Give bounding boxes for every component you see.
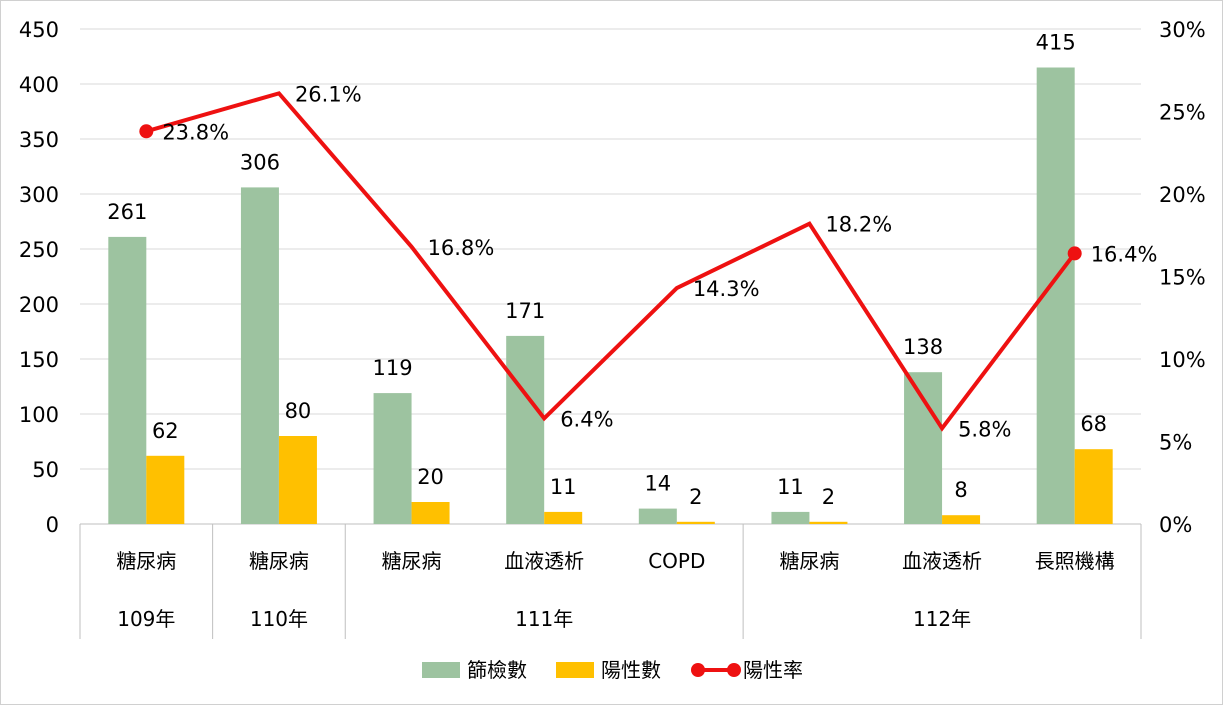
positive-rate-label: 6.4% xyxy=(560,407,613,431)
y-left-tick-label: 300 xyxy=(19,183,59,207)
legend-swatch-screening xyxy=(422,662,460,678)
bar-positive-count xyxy=(676,521,715,524)
legend-swatch-rate-marker xyxy=(691,663,705,677)
bar-screening-count xyxy=(240,187,279,524)
bar-positive-count xyxy=(278,436,317,524)
x-group-label: 111年 xyxy=(515,607,573,631)
y-left-tick-label: 50 xyxy=(32,458,59,482)
bar-positive-count xyxy=(809,521,848,524)
bar-screening-value-label: 261 xyxy=(107,200,147,224)
positive-rate-label: 26.1% xyxy=(295,82,362,106)
y-right-tick-label: 0% xyxy=(1159,513,1192,537)
x-category-label: 糖尿病 xyxy=(779,549,839,573)
positive-rate-label: 18.2% xyxy=(825,213,892,237)
x-category-label: 糖尿病 xyxy=(116,549,176,573)
bar-positive-value-label: 2 xyxy=(689,485,702,509)
legend-swatch-rate-marker xyxy=(727,663,741,677)
legend-label-rate: 陽性率 xyxy=(743,658,803,682)
bar-screening-value-label: 171 xyxy=(505,299,545,323)
y-right-tick-label: 15% xyxy=(1159,266,1206,290)
x-category-label: COPD xyxy=(648,549,705,573)
bar-positive-count xyxy=(146,455,185,524)
bar-screening-count xyxy=(373,393,412,524)
bar-positive-count xyxy=(942,515,981,524)
bar-positive-value-label: 20 xyxy=(417,465,444,489)
y-left-tick-label: 250 xyxy=(19,238,59,262)
positive-rate-marker xyxy=(139,124,154,139)
x-category-label: 血液透析 xyxy=(504,549,584,573)
y-left-tick-label: 400 xyxy=(19,73,59,97)
x-group-label: 112年 xyxy=(913,607,971,631)
bar-positive-value-label: 68 xyxy=(1080,412,1107,436)
legend-label-positive: 陽性數 xyxy=(601,658,661,682)
x-category-label: 血液透析 xyxy=(902,549,982,573)
x-group-label: 110年 xyxy=(250,607,308,631)
y-left-tick-label: 350 xyxy=(19,128,59,152)
x-category-label: 糖尿病 xyxy=(249,549,309,573)
bar-screening-value-label: 119 xyxy=(373,356,413,380)
x-category-label: 長照機構 xyxy=(1035,549,1115,573)
y-left-tick-label: 0 xyxy=(46,513,59,537)
y-left-tick-label: 450 xyxy=(19,18,59,42)
bar-positive-value-label: 2 xyxy=(822,485,835,509)
bar-positive-value-label: 8 xyxy=(954,478,967,502)
bar-screening-value-label: 415 xyxy=(1036,31,1076,55)
positive-rate-label: 5.8% xyxy=(958,417,1011,441)
bar-positive-count xyxy=(411,502,450,524)
y-right-tick-label: 20% xyxy=(1159,183,1206,207)
positive-rate-label: 16.8% xyxy=(428,236,495,260)
y-left-tick-label: 200 xyxy=(19,293,59,317)
positive-rate-line xyxy=(145,91,1077,432)
y-right-tick-label: 10% xyxy=(1159,348,1206,372)
y-right-tick-label: 5% xyxy=(1159,431,1192,455)
bar-screening-count xyxy=(506,335,545,524)
legend-label-screening: 篩檢數 xyxy=(467,658,527,682)
bar-positive-value-label: 11 xyxy=(550,475,577,499)
bar-screening-count xyxy=(108,236,147,524)
bar-screening-value-label: 306 xyxy=(240,150,280,174)
bar-screening-count xyxy=(638,508,677,524)
x-group-label: 109年 xyxy=(117,607,175,631)
bar-positive-value-label: 62 xyxy=(152,419,179,443)
y-right-tick-label: 30% xyxy=(1159,18,1206,42)
bar-positive-count xyxy=(1074,449,1113,524)
positive-rate-marker xyxy=(1067,246,1082,261)
positive-rate-label: 14.3% xyxy=(693,277,760,301)
legend-swatch-positive xyxy=(556,662,594,678)
bar-screening-value-label: 14 xyxy=(644,472,671,496)
y-left-tick-label: 100 xyxy=(19,403,59,427)
bar-screening-count xyxy=(771,511,810,524)
x-category-label: 糖尿病 xyxy=(382,549,442,573)
positive-rate-label: 16.4% xyxy=(1091,242,1158,266)
bar-screening-count xyxy=(904,372,943,524)
bar-screening-value-label: 138 xyxy=(903,335,943,359)
bar-positive-count xyxy=(544,511,583,524)
positive-rate-label: 23.8% xyxy=(162,120,229,144)
y-right-tick-label: 25% xyxy=(1159,101,1206,125)
bar-positive-value-label: 80 xyxy=(285,399,312,423)
bar-screening-value-label: 11 xyxy=(777,475,804,499)
y-left-tick-label: 150 xyxy=(19,348,59,372)
